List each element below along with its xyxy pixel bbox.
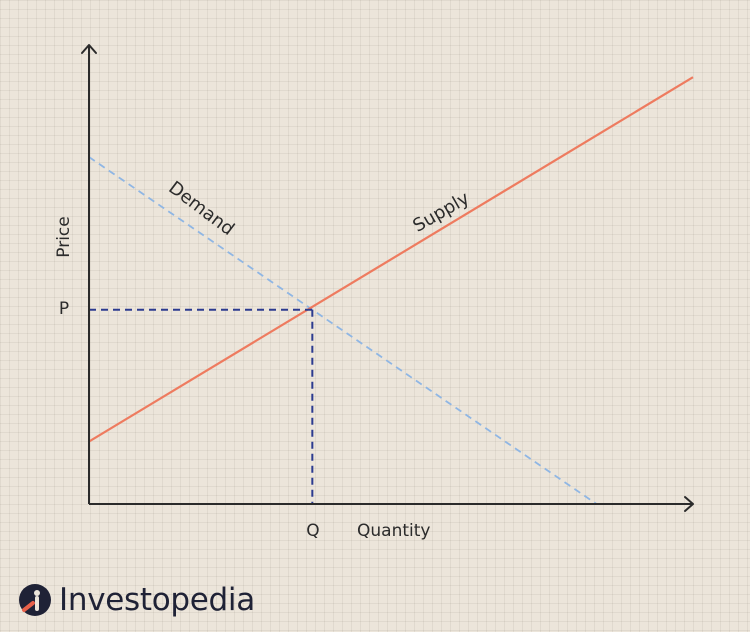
y-axis-arrow [81, 44, 97, 54]
axes [81, 44, 694, 512]
x-tick-label-q: Q [306, 521, 319, 541]
equilibrium-guides [89, 308, 314, 504]
x-axis-label: Quantity [357, 521, 430, 541]
x-axis-arrow [684, 496, 694, 512]
brand-name: Investopedia [59, 582, 255, 618]
investopedia-logo-icon [19, 584, 51, 616]
brand-logo: Investopedia [18, 578, 255, 622]
y-axis-label: Price [54, 216, 74, 257]
supply-curve [88, 76, 694, 443]
demand-curve-label: Demand [165, 177, 239, 240]
y-tick-label-p: P [59, 299, 69, 319]
series-layer [88, 76, 694, 505]
demand-curve [88, 156, 598, 505]
